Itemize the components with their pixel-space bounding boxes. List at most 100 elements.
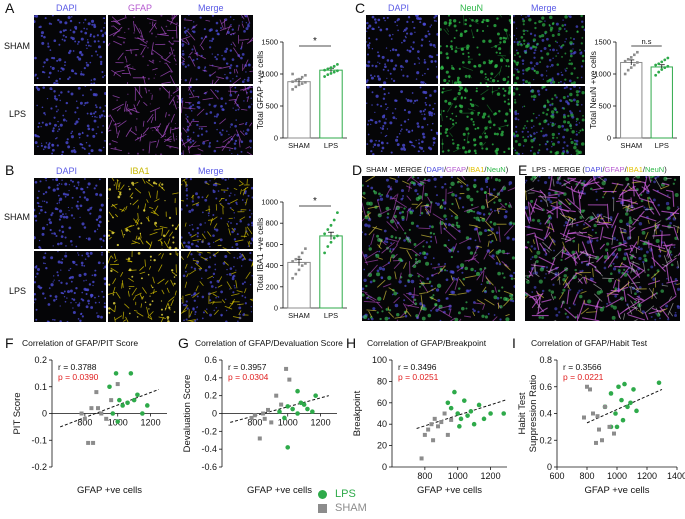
- data-point-sham: [588, 387, 592, 392]
- bar-chart-a: 0 500 1000 1500 Total GFAP +ve cells SHAM LPS *: [255, 36, 347, 150]
- legend-sham-marker: [318, 503, 327, 513]
- data-point-lps: [455, 411, 461, 416]
- data-point-lps: [461, 398, 467, 403]
- micrograph-c-lps-dapi: [366, 86, 438, 155]
- data-point: [657, 62, 661, 66]
- y-axis-label: Total GFAP +ve cells: [255, 51, 265, 130]
- data-point: [304, 81, 307, 84]
- panel-letter-f: F: [5, 335, 14, 351]
- data-point-lps: [614, 424, 620, 430]
- data-point-sham: [79, 411, 84, 416]
- data-point: [297, 83, 301, 87]
- data-point-lps: [619, 397, 624, 403]
- data-point: [300, 251, 304, 255]
- x-tick-label: SHAM: [288, 311, 310, 320]
- data-point-lps: [285, 404, 291, 409]
- data-point-lps: [131, 397, 137, 403]
- correlation-p: p = 0.0304: [228, 372, 269, 382]
- panel-letter-b: B: [5, 162, 15, 178]
- data-point-lps: [125, 400, 130, 406]
- micrograph-texture: [181, 178, 253, 249]
- data-point-sham: [591, 411, 595, 416]
- data-point: [329, 66, 333, 69]
- y-tick-label: 500: [598, 102, 611, 111]
- data-point-lps: [628, 400, 633, 406]
- data-point-lps: [445, 400, 451, 406]
- data-point-sham: [257, 436, 262, 441]
- y-axis-label: Devaluation Score: [182, 375, 193, 453]
- data-point-lps: [115, 419, 121, 424]
- panel-c-channel-merge: Merge: [531, 3, 557, 13]
- y-tick-label: 1000: [261, 70, 278, 79]
- data-point: [666, 56, 670, 60]
- micrograph-texture: [513, 86, 585, 155]
- data-point-sham: [89, 406, 94, 411]
- bar-chart-b: 0 200 400 600 800 1000 Total IBA1 +ve cells SHA…: [255, 196, 347, 320]
- data-point-sham: [600, 438, 604, 443]
- micrograph-texture: [34, 86, 106, 155]
- y-tick-label: 60: [377, 398, 387, 408]
- significance-label: *: [313, 196, 317, 207]
- y-tick-label: 0.2: [34, 355, 47, 365]
- panel-letter-h: H: [346, 335, 357, 351]
- micrograph-e-lps-merge: [525, 176, 680, 321]
- data-point: [336, 63, 339, 66]
- x-tick-label: 800: [417, 471, 432, 481]
- y-tick-label: 0: [42, 409, 47, 419]
- data-point-sham: [449, 417, 454, 422]
- micrograph-c-sham-neun: [440, 15, 511, 84]
- data-point-lps: [625, 404, 630, 410]
- micrograph-c-lps-neun: [440, 86, 511, 155]
- y-tick-label: 0.2: [204, 391, 217, 401]
- micrograph-b-sham-iba1: [108, 178, 179, 249]
- bar-chart-c: 0 500 1000 1500 Total NeuN +ve cells SHAM LPS n…: [588, 37, 677, 150]
- data-point-sham: [582, 415, 586, 420]
- x-tick-label: 1200: [141, 418, 161, 428]
- data-point: [329, 240, 333, 244]
- panel-e-title: LPS - MERGE (DAPI/GFAP/IBA1/NeuN): [532, 165, 667, 174]
- data-point-lps: [634, 408, 639, 414]
- significance-label: *: [313, 36, 317, 47]
- data-point: [294, 272, 298, 276]
- data-point-sham: [109, 398, 114, 403]
- x-tick-label: LPS: [324, 311, 338, 320]
- x-tick-label: SHAM: [620, 141, 642, 150]
- data-point: [291, 72, 294, 76]
- panel-b-row-sham: SHAM: [4, 212, 31, 222]
- micrograph-texture: [362, 176, 515, 321]
- data-point: [291, 80, 294, 83]
- bar-lps: [650, 66, 673, 139]
- panel-a-channel-gfap: GFAP: [128, 3, 153, 13]
- data-point: [326, 73, 330, 77]
- micrograph-texture: [513, 15, 585, 84]
- data-point: [629, 56, 633, 59]
- x-tick-label: 1400: [667, 471, 685, 481]
- y-tick-label: 600: [265, 240, 278, 249]
- y-tick-label: 0: [274, 134, 278, 143]
- x-tick-label: 1000: [607, 471, 627, 481]
- y-tick-label: 0: [547, 462, 552, 472]
- x-tick-label: LPS: [655, 141, 669, 150]
- y-tick-label: 100: [372, 355, 387, 365]
- y-tick-label: -0.2: [201, 426, 217, 436]
- data-point-lps: [128, 371, 134, 376]
- stain-legend-part: NeuN: [645, 165, 665, 174]
- x-tick-label: SHAM: [288, 141, 310, 150]
- y-tick-label: 500: [265, 102, 278, 111]
- legend: LPS SHAM: [318, 487, 367, 515]
- bar-lps: [319, 235, 343, 309]
- micrograph-texture: [366, 86, 438, 155]
- panel-letter-d: D: [352, 162, 363, 178]
- data-point: [291, 88, 294, 91]
- data-point: [623, 72, 627, 76]
- stain-legend-part: IBA1: [626, 165, 643, 174]
- data-point-sham: [262, 416, 267, 421]
- data-point-sham: [279, 402, 284, 407]
- y-tick-label: 200: [265, 282, 278, 291]
- data-point-lps: [313, 393, 318, 398]
- stain-legend-part: /: [624, 165, 627, 174]
- data-point: [636, 50, 639, 54]
- data-point: [336, 69, 339, 73]
- data-point-sham: [612, 431, 616, 436]
- micrograph-a-lps-dapi: [34, 86, 106, 155]
